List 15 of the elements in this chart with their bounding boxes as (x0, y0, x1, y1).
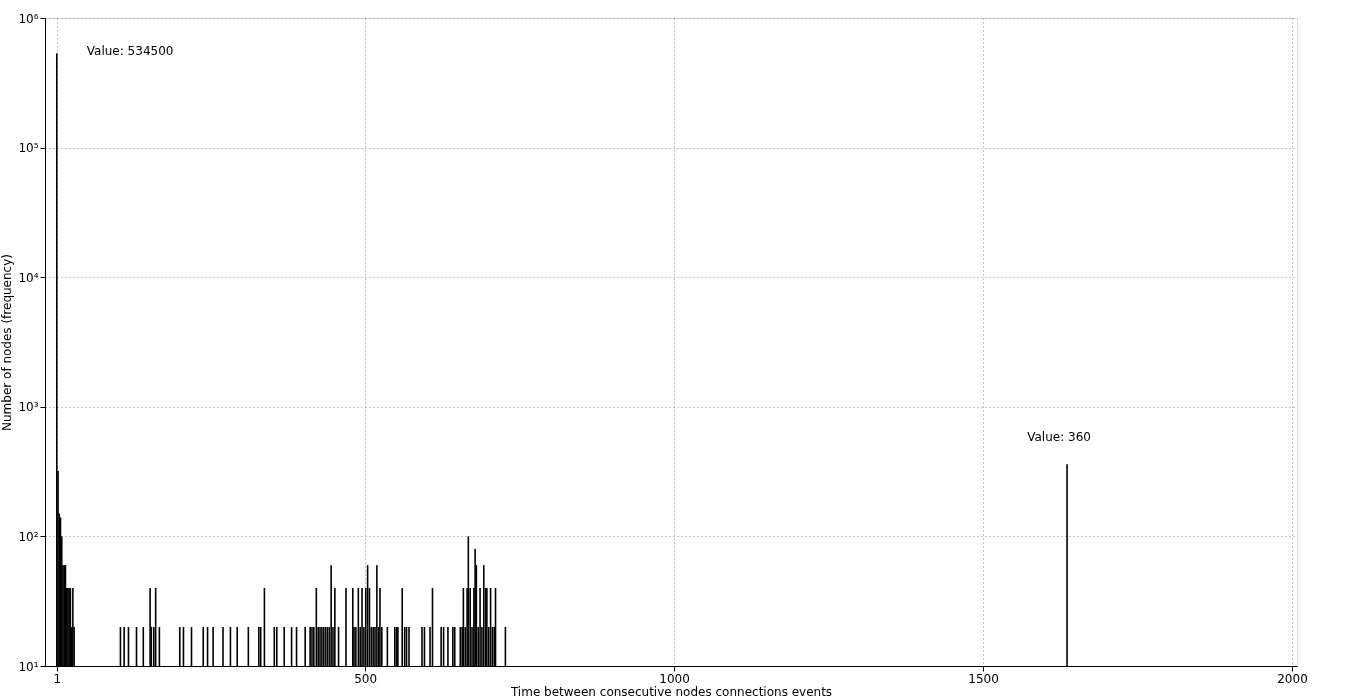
x-tick-label: 2000 (1277, 671, 1308, 686)
y-tick-label: 10⁶ (18, 11, 39, 26)
x-tick-label: 1500 (968, 671, 999, 686)
y-tick-label: 10⁴ (18, 270, 39, 285)
y-tick-label: 10⁵ (18, 141, 39, 156)
x-tick-label: 1 (53, 671, 62, 686)
y-tick-label: 10² (18, 529, 39, 544)
annotation: Value: 360 (1027, 430, 1091, 445)
annotation: Value: 534500 (86, 44, 174, 59)
x-axis-title: Time between consecutive nodes connections events (509, 684, 833, 698)
x-tick-label: 500 (354, 671, 378, 686)
x-tick-label: 1000 (659, 671, 690, 686)
y-tick-label: 10¹ (18, 659, 39, 674)
y-tick-label: 10³ (18, 400, 39, 415)
y-axis-title: Number of nodes (frequency) (0, 254, 15, 431)
